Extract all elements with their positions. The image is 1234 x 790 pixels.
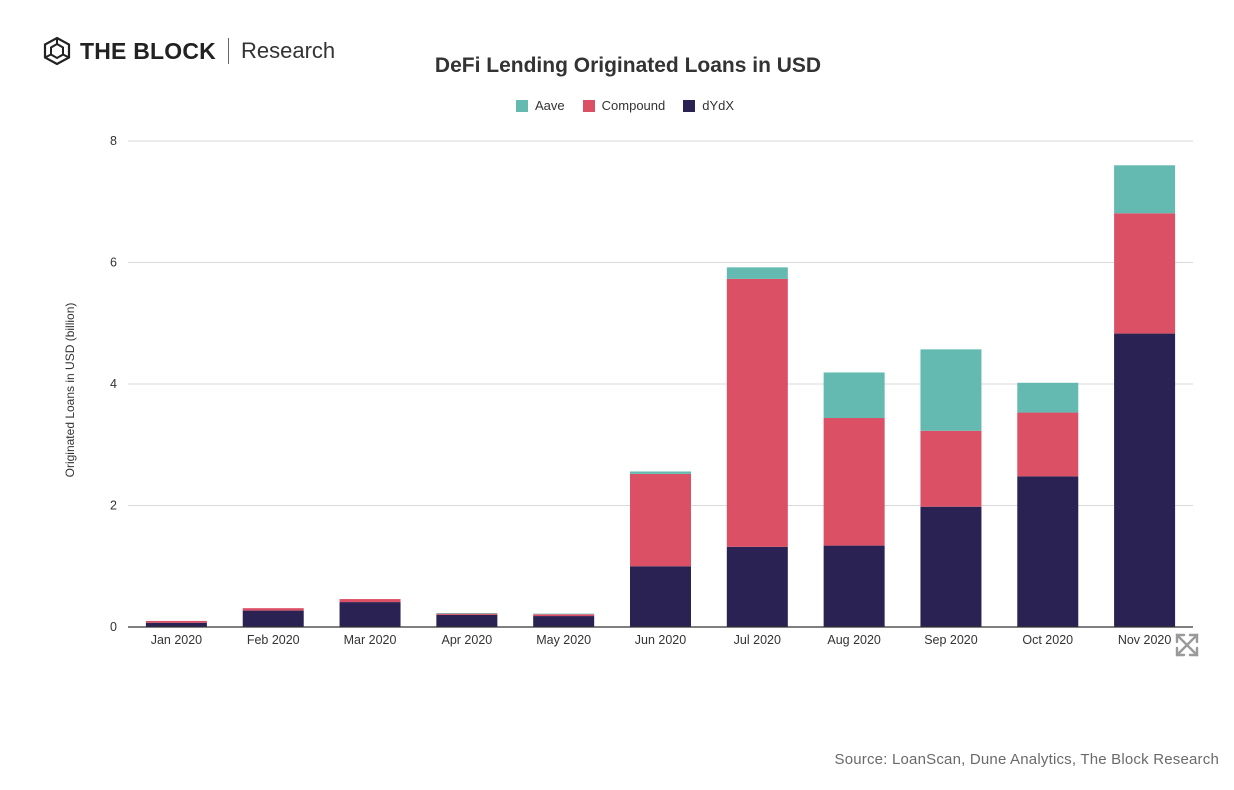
expand-icon[interactable]: [1174, 632, 1200, 658]
legend-label-compound: Compound: [601, 98, 666, 113]
bar-compound: [533, 614, 595, 617]
y-tick-label: 6: [110, 256, 117, 270]
legend-swatch-aave: [516, 99, 528, 112]
y-tick-label: 8: [110, 134, 117, 148]
bar-dydx: [339, 602, 401, 627]
x-tick-label: Jan 2020: [151, 633, 202, 647]
bar-dydx: [242, 610, 304, 627]
bar-compound: [242, 608, 304, 611]
brand-name: THE BLOCK: [80, 37, 216, 64]
x-tick-label: Jul 2020: [734, 633, 781, 647]
bar-dydx: [1114, 333, 1176, 627]
bar-compound: [920, 430, 982, 507]
bar-compound: [1114, 213, 1176, 334]
bar-aave: [630, 471, 691, 474]
bar-aave: [726, 267, 788, 279]
bar-aave: [823, 372, 885, 419]
x-tick-label: Sep 2020: [924, 633, 978, 647]
bar-aave: [920, 349, 982, 431]
bar-dydx: [145, 622, 207, 627]
x-tick-label: Aug 2020: [827, 633, 881, 647]
chart-title: DeFi Lending Originated Loans in USD: [434, 54, 822, 77]
bar-aave: [436, 613, 498, 614]
legend-swatch-dydx: [683, 99, 696, 112]
y-tick-label: 4: [110, 377, 117, 391]
brand-logo: THE BLOCK Research: [42, 34, 335, 68]
x-tick-label: Oct 2020: [1022, 633, 1073, 647]
cube-logo-icon: [43, 36, 71, 66]
bar-dydx: [630, 566, 691, 627]
legend-swatch-compound: [582, 99, 595, 112]
bar-compound: [1017, 412, 1079, 477]
x-tick-label: Feb 2020: [247, 633, 300, 647]
x-tick-label: May 2020: [536, 633, 591, 647]
y-tick-label: 2: [110, 499, 117, 513]
bar-dydx: [920, 506, 982, 627]
bar-dydx: [1017, 476, 1079, 627]
bar-compound: [145, 620, 207, 623]
bar-compound: [436, 613, 498, 615]
chart-legend: Aave Compound dYdX: [516, 98, 734, 113]
bar-dydx: [726, 546, 788, 627]
bar-aave: [1114, 165, 1176, 214]
bar-dydx: [823, 545, 885, 627]
legend-label-dydx: dYdX: [702, 98, 735, 113]
y-tick-label: 0: [110, 620, 117, 634]
bar-dydx: [533, 616, 595, 627]
x-tick-label: Apr 2020: [441, 633, 492, 647]
bar-compound: [339, 599, 401, 603]
bar-dydx: [436, 614, 498, 627]
legend-label-aave: Aave: [535, 98, 565, 113]
x-tick-label: Jun 2020: [635, 633, 686, 647]
legend-item-dydx: dYdX: [683, 98, 734, 113]
brand-subtitle: Research: [240, 38, 336, 63]
source-caption: Source: LoanScan, Dune Analytics, The Bl…: [834, 751, 1219, 768]
legend-item-aave: Aave: [516, 98, 565, 113]
bar-compound: [823, 418, 885, 546]
legend-item-compound: Compound: [582, 98, 666, 113]
x-tick-label: Nov 2020: [1118, 633, 1172, 647]
brand-divider: [227, 38, 229, 64]
bar-compound: [726, 278, 788, 547]
bar-aave: [1017, 382, 1079, 413]
bar-aave: [533, 613, 595, 615]
bar-compound: [630, 473, 691, 567]
x-tick-label: Mar 2020: [344, 633, 397, 647]
